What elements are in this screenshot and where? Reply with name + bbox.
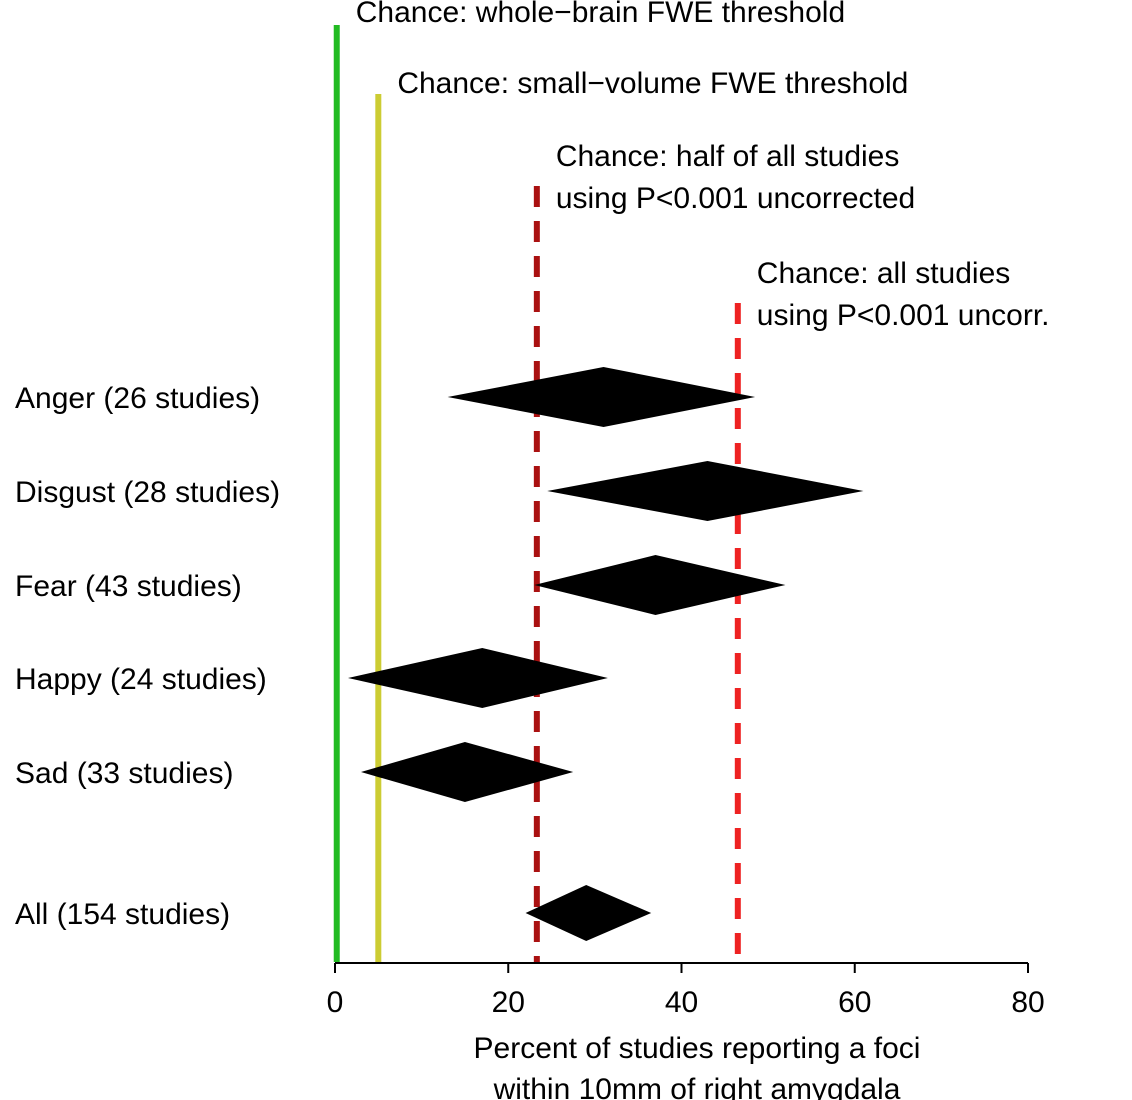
category-label: Disgust (28 studies) — [15, 476, 280, 509]
category-label: All (154 studies) — [15, 898, 230, 931]
category-label: Fear (43 studies) — [15, 570, 242, 603]
x-tick-label: 20 — [492, 986, 525, 1019]
reference-line-label: using P<0.001 uncorrected — [556, 182, 915, 215]
category-label: Happy (24 studies) — [15, 663, 267, 696]
estimate-diamond — [547, 461, 864, 521]
reference-line-label: Chance: all studies — [757, 257, 1010, 290]
estimate-diamond — [347, 648, 608, 708]
x-axis-label: Percent of studies reporting a foci — [474, 1032, 921, 1065]
estimate-diamond — [525, 885, 652, 941]
reference-line-label: Chance: half of all studies — [556, 140, 900, 173]
category-label: Anger (26 studies) — [15, 382, 260, 415]
estimate-diamond — [447, 367, 756, 427]
x-tick-label: 60 — [838, 986, 871, 1019]
x-tick-label: 80 — [1011, 986, 1044, 1019]
category-label: Sad (33 studies) — [15, 757, 233, 790]
estimate-diamond — [360, 742, 574, 802]
x-tick-label: 40 — [665, 986, 698, 1019]
estimate-diamond — [534, 555, 786, 615]
x-tick-label: 0 — [327, 986, 344, 1019]
reference-line-label: Chance: whole−brain FWE threshold — [356, 0, 845, 29]
reference-line-label: Chance: small−volume FWE threshold — [397, 67, 908, 100]
x-axis-label: within 10mm of right amygdala — [493, 1073, 901, 1100]
reference-line-label: using P<0.001 uncorr. — [757, 299, 1050, 332]
